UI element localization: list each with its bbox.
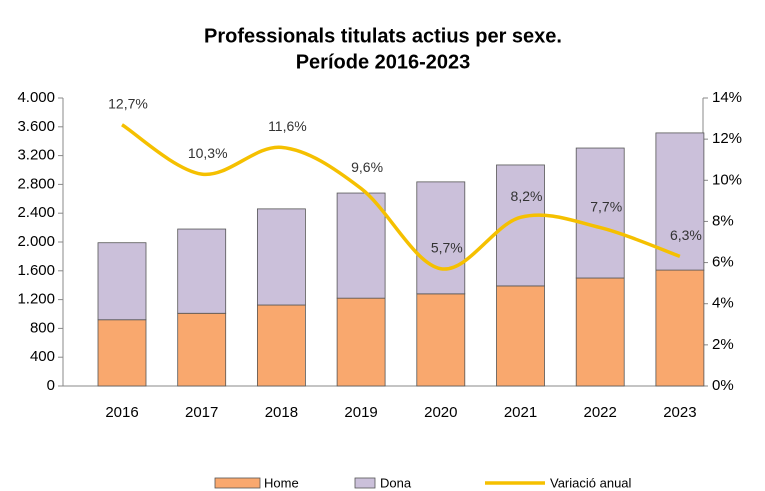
data-label: 11,6% <box>268 118 307 134</box>
bar <box>256 304 306 387</box>
y-tick-label: 800 <box>30 319 55 336</box>
x-tick-label: 2022 <box>584 404 617 421</box>
x-tick-label: 2016 <box>105 404 138 421</box>
y-tick-label: 400 <box>30 348 55 365</box>
chart-title: Professionals titulats actius per sexe. <box>204 25 562 47</box>
bar <box>575 277 625 387</box>
bar <box>655 269 705 387</box>
bar <box>655 132 705 271</box>
y2-tick-label: 4% <box>712 295 734 312</box>
y2-tick-label: 0% <box>712 377 734 394</box>
bar <box>336 192 386 299</box>
y2-tick-label: 8% <box>712 212 734 229</box>
bar <box>177 228 227 314</box>
data-label: 9,6% <box>351 159 383 175</box>
y-tick-label: 3.200 <box>17 147 55 164</box>
bar <box>496 285 545 387</box>
bar <box>97 242 147 321</box>
y2-tick-label: 14% <box>712 89 742 106</box>
y-tick-label: 2.000 <box>17 233 55 250</box>
data-label: 6,3% <box>670 227 702 243</box>
legend-label: Dona <box>380 475 412 490</box>
bar <box>416 293 466 387</box>
data-label: 10,3% <box>188 145 228 161</box>
bar <box>97 319 147 387</box>
y-tick-label: 4.000 <box>17 89 55 106</box>
bar <box>256 208 306 306</box>
y2-tick-label: 2% <box>712 336 734 353</box>
x-tick-label: 2021 <box>504 404 537 421</box>
x-tick-label: 2019 <box>344 404 377 421</box>
bar <box>416 181 466 295</box>
bar <box>575 147 625 279</box>
x-tick-label: 2020 <box>424 404 457 421</box>
y-tick-label: 1.600 <box>17 262 55 279</box>
line <box>121 123 681 271</box>
x-tick-label: 2018 <box>265 404 298 421</box>
legend-label: Variació anual <box>550 475 632 490</box>
legend-label: Home <box>264 475 299 490</box>
y2-tick-label: 6% <box>712 254 734 271</box>
y-tick-label: 1.200 <box>17 291 55 308</box>
y2-tick-label: 10% <box>712 171 742 188</box>
data-label: 5,7% <box>431 239 463 255</box>
data-label: 7,7% <box>590 198 622 214</box>
y-tick-label: 3.600 <box>17 118 55 135</box>
x-tick-label: 2017 <box>185 404 218 421</box>
y-tick-label: 2.800 <box>17 175 55 192</box>
bar <box>177 312 227 387</box>
legend-swatch <box>354 477 376 489</box>
chart-title: Període 2016-2023 <box>296 51 471 73</box>
data-label: 12,7% <box>108 95 148 111</box>
data-label: 8,2% <box>511 188 543 204</box>
y-tick-label: 0 <box>47 377 55 394</box>
y2-tick-label: 12% <box>712 130 742 147</box>
y-tick-label: 2.400 <box>17 204 55 221</box>
legend-swatch <box>214 477 261 489</box>
x-tick-label: 2023 <box>663 404 696 421</box>
bar <box>336 297 386 387</box>
